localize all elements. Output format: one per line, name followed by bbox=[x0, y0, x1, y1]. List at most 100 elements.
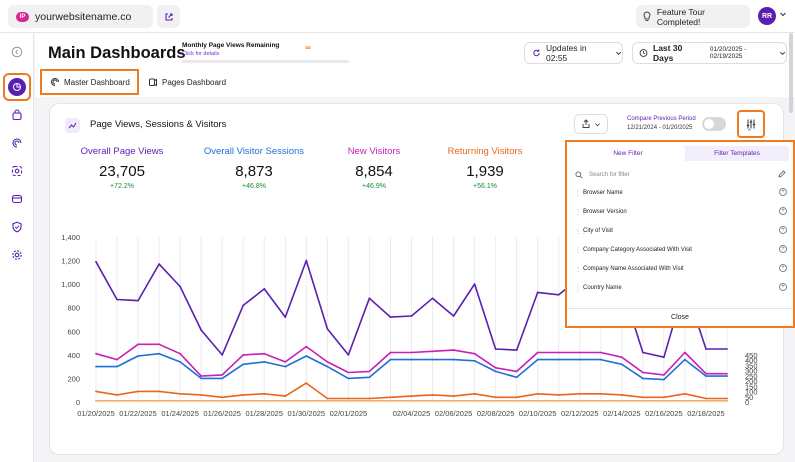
metric-label: Overall Page Views bbox=[80, 146, 164, 157]
filter-item-label: City of Visit bbox=[583, 228, 613, 234]
tab-pages-dashboard[interactable]: Pages Dashboard bbox=[140, 69, 230, 95]
filter-item[interactable]: ⋮⋮ Browser Version + bbox=[575, 206, 787, 218]
filter-item-label: Company Category Associated With Visit bbox=[583, 247, 692, 253]
chevron-down-icon bbox=[595, 122, 600, 126]
pencil-icon[interactable] bbox=[778, 170, 786, 178]
metric-value: 1,939 bbox=[466, 163, 504, 180]
sidebar bbox=[0, 33, 34, 462]
filter-item-label: Browser Version bbox=[583, 209, 627, 215]
metric-delta: +46.8% bbox=[242, 183, 266, 190]
share-icon bbox=[582, 119, 590, 128]
page-title: Main Dashboards bbox=[48, 44, 186, 62]
sidebar-item-dashboard[interactable] bbox=[3, 73, 31, 101]
tab-filter-templates[interactable]: Filter Templates bbox=[714, 150, 760, 157]
clock-icon bbox=[639, 49, 648, 57]
grip-icon: ⋮⋮ bbox=[575, 266, 587, 273]
tab-label: Pages Dashboard bbox=[162, 77, 227, 87]
feature-tour-label: Feature Tour Completed! bbox=[656, 6, 705, 27]
sidebar-item-targeting[interactable] bbox=[6, 160, 28, 182]
chevron-down-icon bbox=[779, 51, 785, 55]
add-filter-icon[interactable]: + bbox=[779, 226, 787, 234]
metric-page-views: Overall Page Views 23,705 +72.2% bbox=[57, 146, 187, 190]
compare-title: Compare Previous Period bbox=[627, 116, 696, 122]
filter-search-input[interactable]: Search for filter bbox=[573, 168, 788, 182]
grip-icon: ⋮⋮ bbox=[575, 209, 587, 216]
filter-item-label: Country Name bbox=[583, 285, 622, 291]
filter-button[interactable] bbox=[737, 110, 765, 138]
filter-item-label: Company Name Associated With Visit bbox=[583, 266, 684, 272]
tab-label: Master Dashboard bbox=[64, 77, 130, 87]
metric-delta: +56.1% bbox=[473, 183, 497, 190]
grip-icon: ⋮⋮ bbox=[575, 247, 587, 254]
add-filter-icon[interactable]: + bbox=[779, 207, 787, 215]
filter-item[interactable]: ⋮⋮ Browser Name + bbox=[575, 187, 787, 199]
bag-icon bbox=[12, 109, 22, 121]
wallet-icon bbox=[11, 194, 23, 204]
tab-master-dashboard[interactable]: Master Dashboard bbox=[40, 69, 139, 95]
feature-tour-button[interactable]: Feature Tour Completed! bbox=[636, 5, 750, 28]
pageviews-remaining: Monthly Page Views Remaining Click for d… bbox=[182, 42, 349, 63]
add-filter-icon[interactable]: + bbox=[779, 264, 787, 272]
caret-up-icon: ^ bbox=[748, 129, 751, 135]
top-bar: IP yourwebsitename.co Feature Tour Compl… bbox=[0, 0, 795, 33]
pageviews-title: Monthly Page Views Remaining bbox=[182, 42, 280, 49]
sidebar-item-collapse[interactable] bbox=[6, 41, 28, 63]
add-filter-icon[interactable]: + bbox=[779, 245, 787, 253]
add-filter-icon[interactable]: + bbox=[779, 283, 787, 291]
metric-sessions: Overall Visitor Sessions 8,873 +46.8% bbox=[189, 146, 319, 190]
date-preset: Last 30 Days bbox=[653, 43, 683, 63]
date-range: 01/20/2025 - 02/19/2025 bbox=[709, 46, 747, 60]
dashboard-header: Main Dashboards Monthly Page Views Remai… bbox=[35, 33, 795, 97]
site-name: yourwebsitename.co bbox=[35, 10, 132, 23]
pageviews-details-link[interactable]: Click for details bbox=[182, 51, 220, 57]
updates-timer-button[interactable]: Updates in 02:55 bbox=[524, 42, 623, 64]
export-button[interactable] bbox=[574, 114, 608, 134]
filter-item[interactable]: ⋮⋮ Company Category Associated With Visi… bbox=[575, 244, 787, 256]
date-range-picker[interactable]: Last 30 Days 01/20/2025 - 02/19/2025 bbox=[632, 42, 787, 64]
filter-dropdown: New Filter Filter Templates Search for f… bbox=[565, 140, 795, 328]
tab-new-filter[interactable]: New Filter bbox=[571, 146, 685, 161]
filter-item[interactable]: ⋮⋮ Country Name + bbox=[575, 282, 787, 294]
filter-item-label: Browser Name bbox=[583, 190, 623, 196]
add-filter-icon[interactable]: + bbox=[779, 188, 787, 196]
metric-value: 8,873 bbox=[235, 163, 273, 180]
compare-toggle[interactable] bbox=[702, 117, 726, 131]
external-link-icon bbox=[164, 12, 173, 21]
page-scrollbar[interactable] bbox=[789, 33, 793, 113]
compare-range: 12/21/2024 - 01/20/2025 bbox=[627, 125, 693, 131]
sidebar-item-security[interactable] bbox=[6, 216, 28, 238]
sidebar-item-shop[interactable] bbox=[6, 104, 28, 126]
pages-icon bbox=[149, 78, 157, 87]
metric-value: 8,854 bbox=[355, 163, 393, 180]
target-icon bbox=[11, 165, 23, 177]
sidebar-item-settings[interactable] bbox=[6, 244, 28, 266]
site-selector[interactable]: IP yourwebsitename.co bbox=[8, 5, 153, 28]
chart-icon bbox=[65, 118, 80, 133]
toggle-knob bbox=[704, 119, 714, 129]
sidebar-item-reports[interactable] bbox=[6, 188, 28, 210]
metric-value: 23,705 bbox=[99, 163, 145, 180]
grip-icon: ⋮⋮ bbox=[575, 285, 587, 292]
search-icon bbox=[575, 171, 583, 179]
chevron-down-icon bbox=[615, 51, 621, 55]
filter-close-button[interactable]: Close bbox=[567, 308, 793, 326]
sidebar-item-realtime[interactable] bbox=[6, 132, 28, 154]
updates-label: Updates in 02:55 bbox=[546, 43, 587, 63]
open-site-button[interactable] bbox=[157, 5, 180, 28]
spiral-icon bbox=[51, 78, 59, 86]
metric-label: New Visitors bbox=[347, 146, 401, 157]
metric-returning-visitors: Returning Visitors 1,939 +56.1% bbox=[420, 146, 550, 190]
user-avatar[interactable]: RR bbox=[758, 7, 776, 25]
gear-icon bbox=[12, 250, 22, 260]
metric-delta: +72.2% bbox=[110, 183, 134, 190]
filter-item[interactable]: ⋮⋮ Company Name Associated With Visit + bbox=[575, 263, 787, 275]
chevron-down-icon[interactable] bbox=[779, 10, 787, 18]
panel-title: Page Views, Sessions & Visitors bbox=[90, 119, 227, 130]
filter-item[interactable]: ⋮⋮ City of Visit + bbox=[575, 225, 787, 237]
lightbulb-icon bbox=[643, 11, 651, 21]
pageviews-value: ∞ bbox=[305, 43, 311, 52]
filter-tabs: New Filter Filter Templates bbox=[571, 146, 789, 161]
shield-icon bbox=[12, 221, 22, 233]
spiral-icon bbox=[12, 138, 22, 148]
site-logo-icon: IP bbox=[16, 11, 29, 22]
